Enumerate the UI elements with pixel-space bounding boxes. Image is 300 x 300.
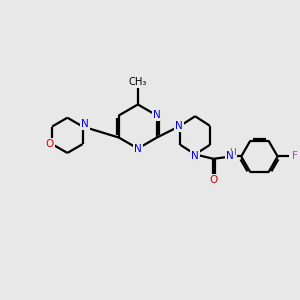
Text: O: O <box>46 139 54 149</box>
Text: N: N <box>226 152 234 161</box>
Text: N: N <box>175 121 183 131</box>
Text: H: H <box>230 148 236 157</box>
Text: N: N <box>191 151 199 161</box>
Text: CH₃: CH₃ <box>129 77 147 88</box>
Text: N: N <box>153 110 161 121</box>
Text: O: O <box>209 175 218 185</box>
Text: N: N <box>134 143 142 154</box>
Text: N: N <box>81 119 89 129</box>
Text: F: F <box>292 152 298 161</box>
